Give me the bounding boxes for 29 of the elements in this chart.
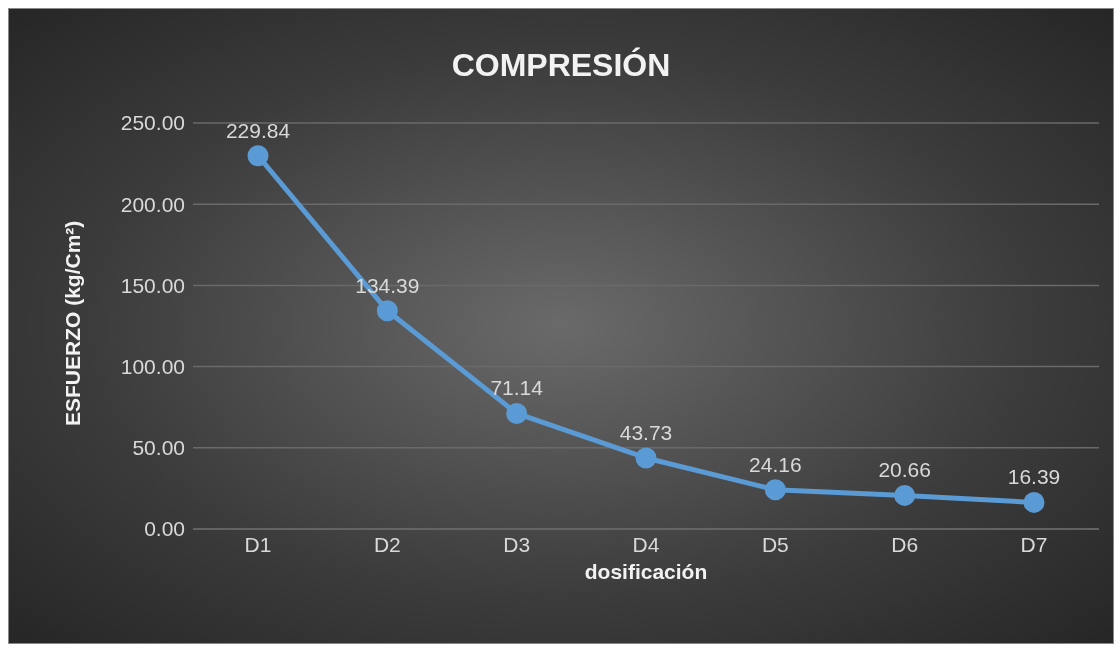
point [635,447,657,469]
y-tick-label: 150.00 [120,273,185,297]
x-tick-label: D4 [632,532,660,556]
point [1023,491,1045,513]
data-label: 16.39 [1007,465,1061,489]
point [506,402,528,424]
x-tick-label: D7 [1020,532,1048,556]
point [894,484,916,506]
y-tick-label: 50.00 [132,436,185,460]
x-tick-label: D5 [761,532,789,556]
data-label: 43.73 [619,420,673,444]
y-tick-label: 0.00 [144,517,185,541]
point [247,145,269,167]
y-tick-label: 250.00 [120,111,185,135]
y-axis-title: ESFUERZO (kg/Cm²) [61,220,85,426]
x-axis-title: dosificación [584,560,708,583]
point [376,300,398,322]
data-label: 24.16 [749,452,802,476]
point [764,479,786,501]
x-tick-label: D1 [244,532,272,556]
x-tick-label: D3 [503,532,531,556]
x-tick-label: D2 [373,532,401,556]
y-tick-label: 200.00 [120,192,185,216]
y-tick-label: 100.00 [120,355,185,379]
x-tick-label: D6 [891,532,919,556]
data-label: 229.84 [225,118,291,142]
data-label: 71.14 [490,376,544,400]
chart-title: COMPRESIÓN [450,47,672,84]
data-label: 20.66 [878,458,931,482]
